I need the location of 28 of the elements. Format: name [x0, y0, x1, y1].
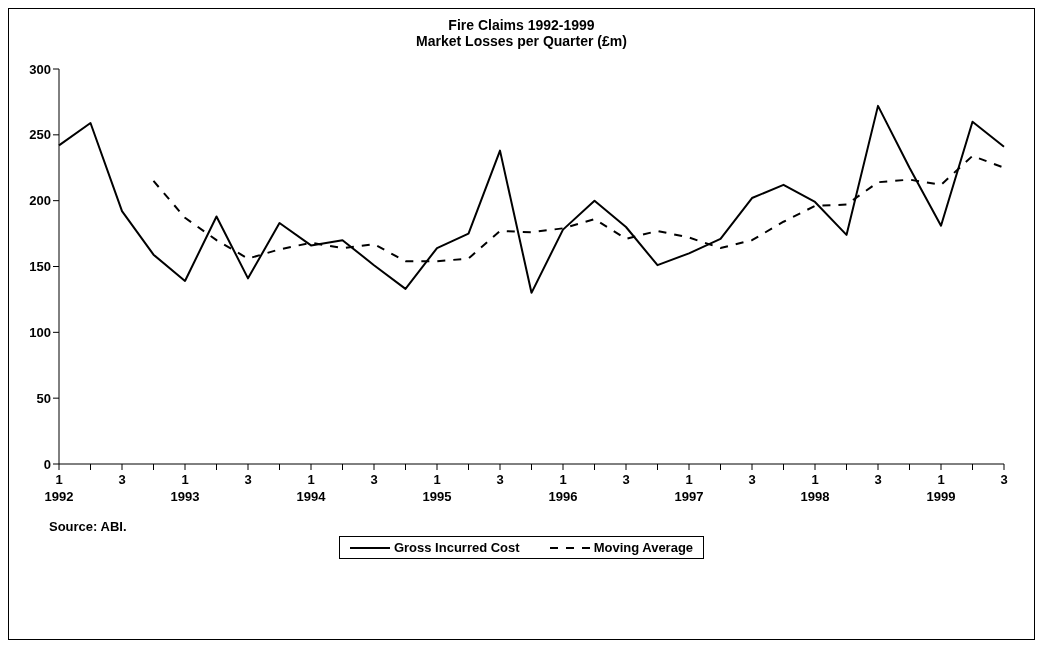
x-tick-label: 1 1996: [548, 472, 578, 504]
y-tick-label: 50: [36, 390, 51, 406]
x-tick-label: 3: [496, 472, 504, 487]
x-tick-label: 3: [748, 472, 756, 487]
chart-title: Fire Claims 1992-1999: [447, 17, 596, 33]
legend-label: Gross Incurred Cost: [392, 540, 520, 555]
x-tick-label: 3: [622, 472, 630, 487]
y-tick-label: 100: [29, 324, 51, 340]
x-tick-label: 3: [118, 472, 126, 487]
x-tick-label: 1 1995: [422, 472, 452, 504]
source-note: Source: ABI.: [49, 519, 128, 534]
legend-label: Moving Average: [592, 540, 694, 555]
y-tick-label: 300: [29, 61, 51, 77]
y-tick-label: 250: [29, 127, 51, 143]
y-tick-label: 200: [29, 193, 51, 209]
x-tick-label: 1 1994: [296, 472, 327, 504]
x-tick-label: 3: [370, 472, 378, 487]
x-tick-label: 3: [244, 472, 252, 487]
x-tick-label: 1 1992: [44, 472, 74, 504]
x-tick-label: 1 1993: [170, 472, 200, 504]
x-tick-label: 3: [1000, 472, 1008, 487]
y-tick-label: 0: [43, 456, 51, 472]
x-tick-label: 1 1998: [800, 472, 830, 504]
x-tick-label: 1 1999: [926, 472, 956, 504]
x-tick-label: 1 1997: [674, 472, 704, 504]
y-tick-label: 150: [29, 259, 51, 275]
x-tick-label: 3: [874, 472, 882, 487]
chart-subtitle: Market Losses per Quarter (£m): [415, 33, 628, 49]
